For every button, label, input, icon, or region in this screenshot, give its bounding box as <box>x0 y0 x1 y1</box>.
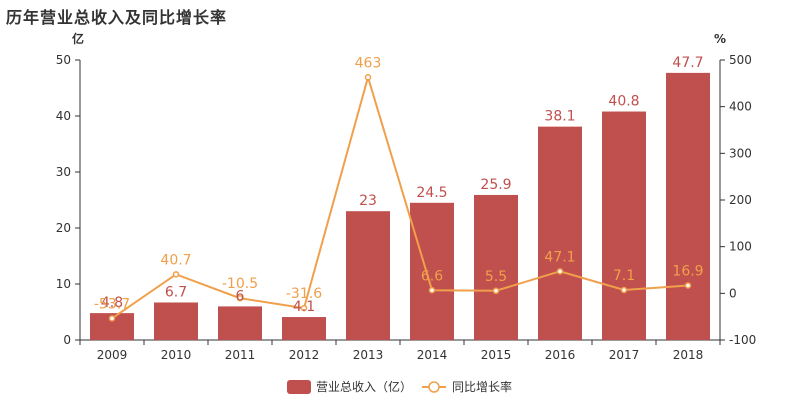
bar-value-label: 4.1 <box>293 299 315 315</box>
y-right-tick-label: 200 <box>729 193 752 207</box>
bar <box>346 211 390 340</box>
line-value-label: 40.7 <box>160 252 191 268</box>
line-point <box>556 268 564 275</box>
y-left-tick-label: 50 <box>56 53 71 67</box>
x-tick-label: 2011 <box>225 348 256 362</box>
line-point <box>492 287 500 295</box>
bar-value-label: 23 <box>359 193 377 209</box>
x-tick-label: 2016 <box>545 348 576 362</box>
bar <box>154 302 198 340</box>
line-value-label: 47.1 <box>544 249 575 265</box>
bar <box>218 306 262 340</box>
x-tick-label: 2014 <box>417 348 448 362</box>
line-point <box>620 286 628 294</box>
bar <box>410 202 454 340</box>
y-right-tick-label: -100 <box>729 333 756 347</box>
line-value-label: -31.6 <box>286 286 322 302</box>
bar-value-label: 24.5 <box>416 185 447 201</box>
line-point <box>684 282 692 289</box>
x-tick-label: 2015 <box>481 348 512 362</box>
bar-value-label: 40.8 <box>608 94 639 110</box>
legend-item-revenue[interactable]: 营业总收入（亿） <box>287 379 412 394</box>
x-tick-label: 2018 <box>673 348 704 362</box>
line-point <box>364 74 372 81</box>
y-left-tick-label: 10 <box>56 277 71 291</box>
data-labels: 4.8 6.7 6 4.1 23 24.5 25.9 38.1 40.8 47.7 -53.7 40.… <box>94 55 704 315</box>
x-tick-label: 2012 <box>289 348 320 362</box>
chart-title: 历年营业总收入及同比增长率 <box>6 8 228 27</box>
bar <box>282 317 326 340</box>
legend-label-growth: 同比增长率 <box>452 379 512 394</box>
x-tick-label: 2013 <box>353 348 384 362</box>
line-value-label: 16.9 <box>672 263 703 279</box>
legend-label-revenue: 营业总收入（亿） <box>316 379 412 394</box>
y-right-tick-label: 300 <box>729 146 752 160</box>
legend-swatch-bar <box>287 380 311 394</box>
bar-value-label: 25.9 <box>480 177 511 193</box>
y-left-tick-label: 0 <box>63 333 71 347</box>
line-value-label: 463 <box>355 55 382 71</box>
bar-value-label: 6 <box>236 288 245 304</box>
y-right-tick-label: 400 <box>729 100 752 114</box>
line-point <box>428 287 436 294</box>
y-right-tick-label: 0 <box>729 286 737 300</box>
line-value-label: 7.1 <box>613 268 635 284</box>
line-value-label: 6.6 <box>421 268 443 284</box>
y-right-unit: % <box>714 32 726 46</box>
x-tick-label: 2017 <box>609 348 640 362</box>
bar-series <box>90 72 710 341</box>
growth-line <box>111 73 689 320</box>
y-left-tick-label: 40 <box>56 109 71 123</box>
y-left-tick-label: 20 <box>56 221 71 235</box>
y-left-unit: 亿 <box>72 31 84 46</box>
x-tick-label: 2009 <box>97 348 128 362</box>
line-value-label: -53.7 <box>94 296 130 312</box>
legend[interactable]: 营业总收入（亿） 同比增长率 <box>287 379 512 394</box>
legend-item-growth[interactable]: 同比增长率 <box>422 379 512 394</box>
line-point <box>172 271 180 278</box>
bar-value-label: 38.1 <box>544 109 575 125</box>
line-point <box>300 304 308 312</box>
y-right-tick-label: 500 <box>729 53 752 67</box>
line-value-label: 5.5 <box>485 269 507 285</box>
bar <box>474 194 518 340</box>
line-series <box>108 73 692 322</box>
bar-value-label: 6.7 <box>165 284 187 300</box>
y-left-tick-label: 30 <box>56 165 71 179</box>
bar <box>602 111 646 341</box>
bar-value-label: 47.7 <box>672 55 703 71</box>
line-value-label: -10.5 <box>222 276 258 292</box>
bar <box>538 126 582 340</box>
line-point <box>236 294 244 302</box>
x-tick-label: 2010 <box>161 348 192 362</box>
bar <box>666 72 710 340</box>
y-right-tick-label: 100 <box>729 240 752 254</box>
bar-value-label: 4.8 <box>101 295 123 311</box>
line-point <box>108 315 116 322</box>
legend-swatch-point <box>428 381 440 393</box>
